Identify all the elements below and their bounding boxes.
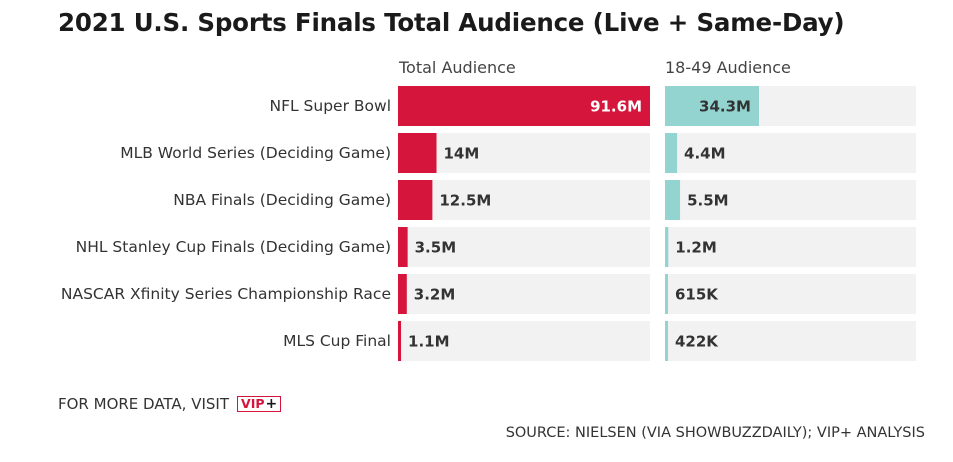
- total-value-label: 3.5M: [415, 239, 457, 257]
- total-bar: [398, 274, 407, 314]
- total-bar: [398, 321, 402, 361]
- total-bar: [398, 133, 437, 173]
- total-bar-track: [398, 321, 650, 361]
- category-label: NHL Stanley Cup Finals (Deciding Game): [75, 238, 391, 256]
- total-bar: [398, 227, 408, 267]
- demo-bar: [665, 86, 759, 126]
- total-value-label: 3.2M: [414, 286, 456, 304]
- demo-bar-track: [665, 227, 916, 267]
- demo-value-label: 4.4M: [684, 145, 726, 163]
- category-label: NASCAR Xfinity Series Championship Race: [60, 285, 391, 303]
- chart-title: 2021 U.S. Sports Finals Total Audience (…: [58, 8, 845, 37]
- category-label: NBA Finals (Deciding Game): [173, 191, 391, 209]
- demo-value-label: 615K: [675, 286, 719, 304]
- total-bar: [398, 86, 650, 126]
- demo-bar: [665, 274, 668, 314]
- category-label: NFL Super Bowl: [269, 97, 391, 115]
- total-value-label: 1.1M: [408, 333, 450, 351]
- demo-bar-track: [665, 321, 916, 361]
- total-bar-track: [398, 180, 650, 220]
- more-data-footer: FOR MORE DATA, VISIT VIP +: [58, 395, 282, 413]
- total-audience-header: Total Audience: [399, 58, 516, 77]
- demo-audience-header: 18-49 Audience: [665, 58, 791, 77]
- category-label: MLS Cup Final: [283, 332, 391, 350]
- demo-value-label: 422K: [675, 333, 719, 351]
- vip-logo-plus: +: [265, 396, 278, 412]
- total-value-label: 14M: [444, 145, 480, 163]
- total-bar-track: [398, 227, 650, 267]
- more-data-text: FOR MORE DATA, VISIT: [58, 395, 230, 413]
- vip-plus-link[interactable]: VIP +: [237, 396, 282, 412]
- source-note: SOURCE: NIELSEN (VIA SHOWBUZZDAILY); VIP…: [505, 425, 925, 441]
- demo-bar: [665, 321, 668, 361]
- demo-bar-track: [665, 274, 916, 314]
- demo-bar-track: [665, 180, 916, 220]
- category-label: MLB World Series (Deciding Game): [120, 144, 391, 162]
- demo-bar: [665, 180, 681, 220]
- total-bar-track: [398, 133, 650, 173]
- demo-bar: [665, 227, 669, 267]
- demo-value-label: 34.3M: [699, 98, 751, 116]
- demo-value-label: 1.2M: [675, 239, 717, 257]
- demo-bar-track: [665, 133, 916, 173]
- total-value-label: 12.5M: [439, 192, 491, 210]
- demo-bar: [665, 133, 678, 173]
- total-bar-track: [398, 274, 650, 314]
- demo-value-label: 5.5M: [687, 192, 729, 210]
- vip-logo-text: VIP: [241, 396, 265, 411]
- total-value-label: 91.6M: [590, 98, 642, 116]
- total-bar: [398, 180, 433, 220]
